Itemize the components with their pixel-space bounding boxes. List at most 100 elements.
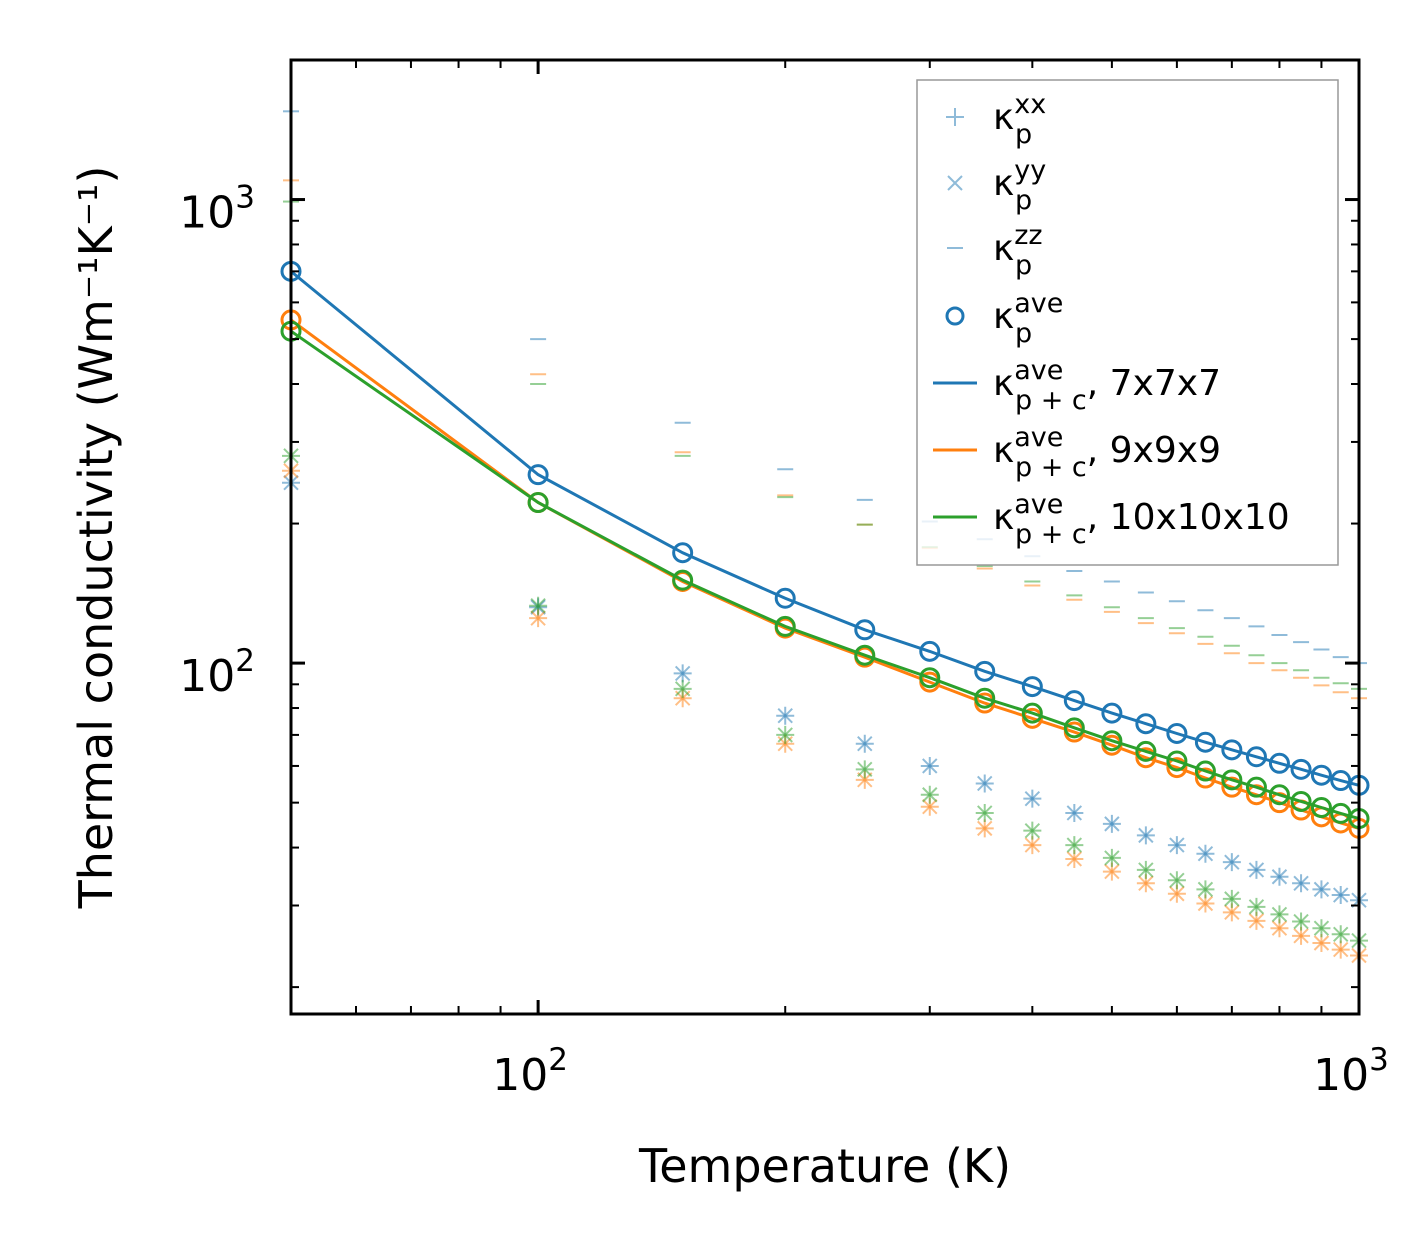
legend-marker-ave bbox=[945, 306, 965, 326]
kappa-ave-point bbox=[1330, 802, 1352, 824]
kappa-yy-point bbox=[1333, 887, 1349, 903]
kappa-yy-point bbox=[1024, 837, 1041, 853]
kappa-ave-point bbox=[854, 619, 876, 641]
kappa-ave-point bbox=[1063, 690, 1085, 712]
kappa-ave-line bbox=[290, 270, 1360, 787]
kappa-yy-point bbox=[857, 761, 873, 778]
kappa-yy-point bbox=[977, 820, 993, 837]
kappa-ave-point bbox=[1290, 758, 1312, 780]
kappa-ave-point bbox=[1021, 702, 1043, 724]
y-tick-label: 102 bbox=[179, 643, 255, 702]
x-axis-label: Temperature (K) bbox=[638, 1139, 1011, 1193]
kappa-yy-point bbox=[530, 597, 546, 614]
kappa-ave-point bbox=[1221, 776, 1243, 798]
kappa-ave-point bbox=[527, 464, 549, 486]
kappa-ave-point bbox=[1063, 717, 1085, 739]
legend-marker-yy bbox=[947, 175, 963, 191]
kappa-yy-point bbox=[1138, 862, 1154, 878]
kappa-yy-point bbox=[1293, 928, 1309, 944]
kappa-ave-point bbox=[1135, 747, 1157, 769]
kappa-ave-point bbox=[1166, 757, 1188, 779]
kappa-yy-point bbox=[1224, 891, 1240, 907]
kappa-ave-point bbox=[1194, 760, 1216, 782]
kappa-yy-point bbox=[1066, 851, 1083, 867]
kappa-yy-point bbox=[1248, 899, 1265, 915]
kappa-ave-point bbox=[974, 687, 996, 709]
kappa-ave-point bbox=[672, 569, 694, 591]
kappa-ave-point bbox=[1290, 790, 1312, 812]
series-7x7x7 bbox=[280, 110, 1370, 910]
legend-label: κave p + c, 7x7x7 bbox=[993, 355, 1221, 416]
kappa-yy-point bbox=[777, 708, 793, 724]
kappa-ave-point bbox=[672, 542, 694, 564]
legend-label: κxx p bbox=[993, 89, 1046, 150]
series-10x10x10 bbox=[280, 200, 1370, 950]
legend-label: κave p + c, 9x9x9 bbox=[993, 422, 1221, 483]
kappa-yy-point bbox=[1066, 837, 1083, 853]
kappa-yy-point bbox=[1248, 862, 1265, 878]
plot-marks bbox=[280, 110, 1370, 965]
kappa-ave-point bbox=[1268, 784, 1290, 806]
kappa-yy-point bbox=[922, 758, 938, 774]
legend-label: κyy p bbox=[993, 155, 1046, 216]
kappa-ave-point bbox=[1021, 676, 1043, 698]
kappa-ave-point bbox=[974, 660, 996, 682]
kappa-ave-point bbox=[1135, 713, 1157, 735]
kappa-yy-point bbox=[1169, 837, 1185, 853]
kappa-yy-point bbox=[922, 787, 938, 803]
kappa-yy-point bbox=[977, 775, 993, 792]
kappa-ave-point bbox=[1194, 767, 1216, 789]
legend-frame bbox=[916, 79, 1339, 566]
kappa-ave-point bbox=[1268, 752, 1290, 774]
kappa-yy-point bbox=[1224, 904, 1240, 921]
kappa-ave-point bbox=[774, 615, 796, 637]
kappa-yy-point bbox=[674, 681, 691, 697]
kappa-yy-point bbox=[1313, 920, 1330, 936]
kappa-ave-line bbox=[290, 329, 1360, 821]
kappa-ave-point bbox=[1310, 797, 1332, 819]
x-tick-label: 103 bbox=[1313, 1042, 1389, 1101]
kappa-ave-point bbox=[1245, 746, 1267, 768]
legend-marker-xx bbox=[946, 108, 964, 126]
kappa-yy-point bbox=[1197, 881, 1214, 898]
kappa-yy-point bbox=[674, 665, 691, 682]
kappa-yy-point bbox=[777, 727, 793, 743]
kappa-ave-point bbox=[1221, 739, 1243, 761]
kappa-ave-point bbox=[1166, 750, 1188, 772]
kappa-yy-point bbox=[1197, 845, 1214, 862]
y-tick-label: 103 bbox=[179, 180, 255, 239]
kappa-yy-point bbox=[1138, 875, 1154, 891]
kappa-yy-point bbox=[1197, 895, 1214, 912]
kappa-ave-point bbox=[854, 644, 876, 666]
y-axis-label: Thermal conductivity (Wm⁻¹K⁻¹) bbox=[69, 166, 123, 910]
kappa-yy-point bbox=[1104, 863, 1120, 880]
legend-label: κzz p bbox=[993, 220, 1043, 281]
kappa-yy-point bbox=[1248, 913, 1265, 929]
kappa-yy-point bbox=[922, 799, 938, 815]
kappa-ave-point bbox=[1221, 769, 1243, 791]
kappa-ave-point bbox=[1194, 731, 1216, 753]
kappa-ave-point bbox=[1245, 776, 1267, 798]
axis-ticks: 102 103 102 103 bbox=[179, 59, 1389, 1101]
kappa-yy-point bbox=[1224, 854, 1240, 870]
legend-label: κave p bbox=[993, 288, 1063, 349]
kappa-yy-point bbox=[1138, 827, 1154, 844]
kappa-yy-point bbox=[1313, 935, 1330, 951]
kappa-yy-point bbox=[1293, 913, 1309, 930]
kappa-yy-point bbox=[977, 805, 993, 821]
kappa-yy-point bbox=[1169, 872, 1185, 888]
kappa-ave-point bbox=[1101, 730, 1123, 752]
kappa-ave-point bbox=[919, 640, 941, 662]
legend-label: κave p + c, 10x10x10 bbox=[993, 489, 1290, 550]
x-tick-label: 102 bbox=[492, 1042, 568, 1101]
plot-frame bbox=[289, 58, 1361, 1016]
kappa-yy-point bbox=[1169, 886, 1185, 902]
kappa-ave-point bbox=[919, 667, 941, 689]
kappa-yy-point bbox=[1104, 816, 1120, 832]
kappa-ave-point bbox=[527, 492, 549, 514]
kappa-yy-point bbox=[1271, 906, 1288, 923]
kappa-yy-point bbox=[1066, 805, 1083, 821]
kappa-ave-point bbox=[1101, 702, 1123, 724]
